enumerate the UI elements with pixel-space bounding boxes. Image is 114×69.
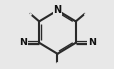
Text: N: N xyxy=(19,38,27,47)
Text: N: N xyxy=(87,38,95,47)
Text: N: N xyxy=(53,5,61,15)
